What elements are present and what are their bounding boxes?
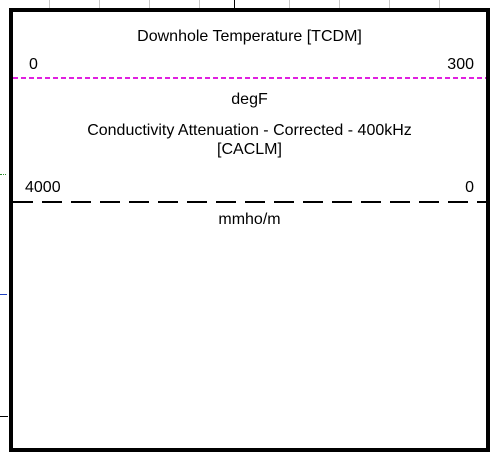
grid-line [234,0,235,8]
temperature-unit: degF [231,91,268,108]
conductivity-scale-left: 4000 [25,179,61,196]
green-curve-tick [0,174,6,176]
conductivity-unit: mmho/m [218,211,281,228]
grid-line [339,0,340,8]
grid-line [199,0,200,8]
conductivity-curve-line [13,201,486,203]
black-tick [0,416,8,417]
grid-line [99,0,100,8]
grid-top-lines [9,0,491,8]
temperature-scale-left: 0 [29,56,38,73]
blue-curve-tick [0,294,7,295]
conductivity-track-title-line2: [CACLM] [217,141,282,158]
conductivity-scale-right: 0 [465,179,474,196]
temperature-curve-line [13,77,486,79]
grid-line [49,0,50,8]
log-header-panel: Downhole Temperature [TCDM] 0 300 degF C… [9,8,490,452]
temperature-track-title: Downhole Temperature [TCDM] [137,28,362,45]
grid-line [439,0,440,8]
grid-line [289,0,290,8]
grid-line [149,0,150,8]
adjacent-track-edge [0,0,9,450]
conductivity-track-title-line1: Conductivity Attenuation - Corrected - 4… [87,122,412,139]
temperature-scale-right: 300 [447,56,474,73]
grid-line [389,0,390,8]
